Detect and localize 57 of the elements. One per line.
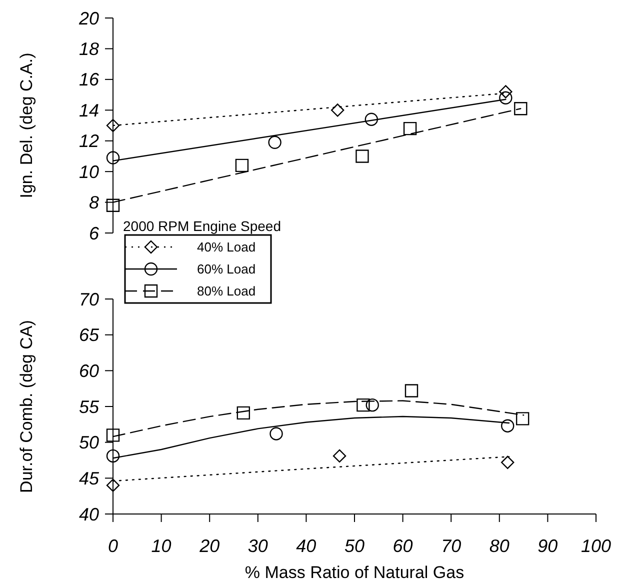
point (106, 151, 120, 164)
point (268, 136, 282, 149)
point (403, 122, 417, 136)
legend-label: 60% Load (197, 262, 256, 277)
y-tick-label: 14 (78, 100, 99, 120)
y-axis-title: Ign. Del. (deg C.A.) (17, 52, 36, 198)
point (106, 198, 120, 212)
legend-label: 80% Load (197, 284, 256, 299)
y-axis-title: Dur.of Comb. (deg CA) (17, 320, 36, 493)
point (499, 85, 512, 98)
point (356, 398, 370, 412)
legend-label: 40% Load (197, 240, 256, 255)
point (106, 478, 120, 492)
y-tick-label: 40 (78, 504, 99, 524)
point (106, 428, 120, 442)
point (499, 91, 512, 104)
x-axis-title: % Mass Ratio of Natural Gas (244, 563, 464, 582)
y-tick-label: 70 (78, 289, 99, 310)
point (514, 102, 528, 116)
x-tick-label: 60 (392, 536, 413, 556)
point (501, 419, 514, 432)
x-tick-label: 90 (538, 536, 558, 556)
point (364, 112, 378, 126)
point (501, 456, 514, 469)
point (332, 449, 346, 463)
y-tick-label: 16 (78, 70, 100, 90)
point (106, 118, 120, 132)
y-tick-label: 18 (78, 39, 99, 60)
y-tick-label: 12 (78, 131, 99, 152)
point (516, 412, 530, 426)
x-tick-label: 80 (489, 536, 510, 556)
x-tick-label: 0 (108, 536, 118, 556)
x-tick-label: 70 (441, 536, 462, 556)
y-tick-label: 60 (78, 360, 99, 381)
y-tick-label: 20 (78, 8, 99, 28)
x-tick-label: 100 (580, 536, 612, 556)
point (330, 104, 344, 117)
y-tick-label: 55 (78, 396, 100, 417)
point (235, 158, 249, 172)
point (366, 398, 379, 412)
legend-title: 2000 RPM Engine Speed (123, 218, 281, 234)
point (106, 449, 120, 463)
y-tick-label: 45 (78, 468, 100, 488)
point (270, 427, 283, 440)
y-tick-label: 65 (78, 325, 100, 346)
y-tick-label: 10 (78, 162, 99, 182)
y-tick-label: 50 (78, 432, 99, 453)
x-tick-label: 20 (198, 536, 220, 556)
x-tick-label: 10 (151, 536, 172, 556)
x-tick-label: 30 (248, 536, 268, 556)
x-tick-label: 50 (344, 536, 365, 556)
point (236, 406, 250, 420)
point (356, 150, 369, 163)
y-tick-label: 8 (88, 192, 99, 213)
y-tick-label: 6 (88, 223, 100, 244)
x-tick-label: 40 (296, 536, 316, 556)
point (404, 384, 418, 398)
